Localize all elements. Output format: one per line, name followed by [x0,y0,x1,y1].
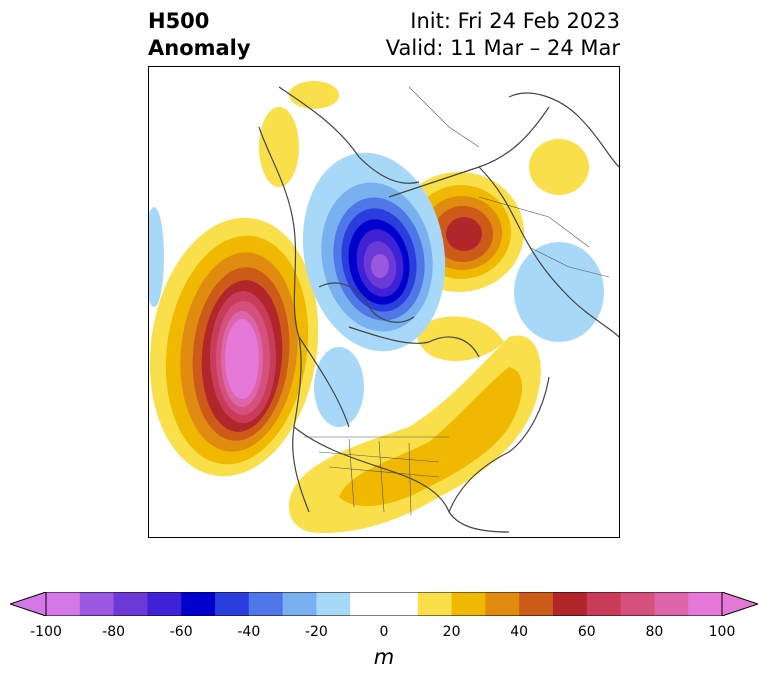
colorbar-tick-label: 40 [510,624,529,640]
colorbar-tick-label: 20 [442,624,461,640]
colorbar-tick-label: -20 [304,624,328,640]
init-date: Init: Fri 24 Feb 2023 [410,9,620,33]
colorbar-tick-label: -80 [102,624,126,640]
anomaly-map [148,66,620,538]
colorbar-over-extension [721,592,758,616]
colorbar-segment [620,592,655,616]
map-svg [149,81,619,533]
colorbar-segment [553,592,588,616]
colorbar-segment [485,592,520,616]
colorbar-tick-label: -100 [30,624,62,640]
ridge-eastern-north-america [289,316,541,533]
colorbar [10,592,758,616]
colorbar-tick-label: 0 [379,624,389,640]
trough-pacific-edge [149,207,164,307]
country-borders [304,86,610,516]
chart-title-right: Init: Fri 24 Feb 2023 Valid: 11 Mar – 24… [386,8,620,62]
colorbar-tick-label: 60 [577,624,596,640]
colorbar-segment [215,592,250,616]
colorbar-segment [282,592,317,616]
colorbar-under-extension [10,592,47,616]
colorbar-tick-label: -40 [237,624,261,640]
chart-title-left: H500 Anomaly [148,8,251,62]
colorbar-segment [451,592,486,616]
ridge-west-pacific [149,217,319,477]
colorbar-segment [688,592,723,616]
trough-north-pole [302,152,446,352]
colorbar-tick-label: 80 [645,624,664,640]
colorbar-segment [181,592,216,616]
colorbar-tick-label: -60 [169,624,193,640]
colorbar-segment [113,592,148,616]
ridge-bering [289,81,339,109]
colorbar-segment [519,592,554,616]
colorbar-segment [147,592,182,616]
colorbar-segment [350,592,385,616]
colorbar-segment [248,592,284,616]
colorbar-segment [586,592,622,616]
coastlines [258,86,619,533]
trough-western-north-america [314,347,364,427]
trough-siberia [514,242,604,342]
colorbar-segment [654,592,689,616]
colorbar-tick-label: 100 [708,624,736,640]
colorbar-segment [316,592,351,616]
ridge-asia [529,139,589,195]
colorbar-segment [79,592,115,616]
colorbar-segment [384,592,419,616]
colorbar-unit-label: m [373,645,395,669]
colorbar-segment [417,592,453,616]
ridge-alaska [259,107,299,187]
valid-period: Valid: 11 Mar – 24 Mar [385,36,620,60]
colorbar-outline [45,592,723,616]
title-variable: H500 [148,9,210,33]
colorbar-segment [46,592,81,616]
title-type: Anomaly [148,36,251,60]
